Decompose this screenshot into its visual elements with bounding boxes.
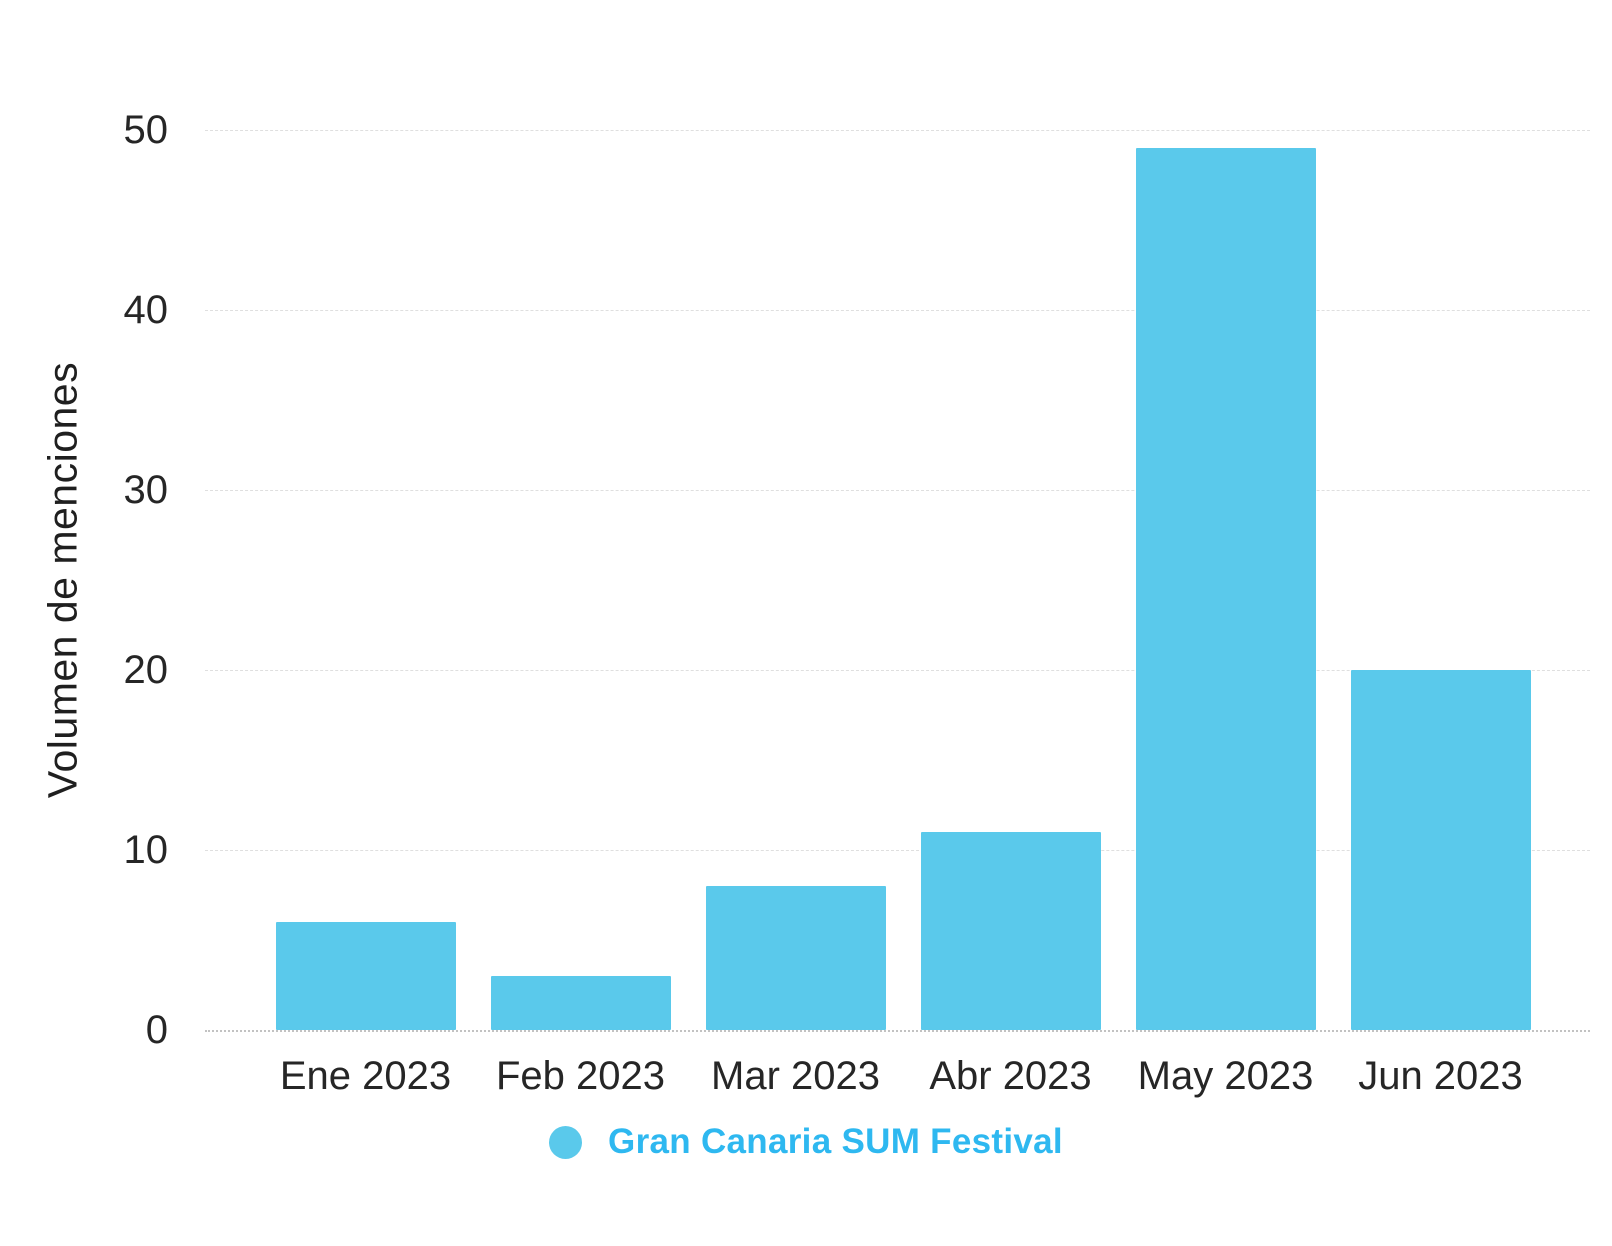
x-label-may-2023: May 2023 bbox=[1137, 1054, 1314, 1098]
bar-jun-2023[interactable] bbox=[1350, 670, 1531, 1030]
bar-slot-feb-2023 bbox=[473, 130, 688, 1030]
y-tick-20: 20 bbox=[123, 648, 169, 692]
y-tick-50: 50 bbox=[123, 108, 169, 152]
bar-slot-ene-2023 bbox=[258, 130, 473, 1030]
legend-label: Gran Canaria SUM Festival bbox=[608, 1122, 1063, 1161]
plot-area bbox=[205, 130, 1590, 1032]
y-tick-10: 10 bbox=[123, 828, 169, 872]
y-tick-30: 30 bbox=[123, 468, 169, 512]
gridline-0 bbox=[205, 1030, 1590, 1032]
y-tick-40: 40 bbox=[123, 288, 169, 332]
gridline-20 bbox=[205, 670, 1590, 671]
bar-feb-2023[interactable] bbox=[490, 976, 671, 1030]
y-tick-0: 0 bbox=[145, 1008, 168, 1052]
x-label-abr-2023: Abr 2023 bbox=[929, 1054, 1092, 1098]
y-axis-ticks: 0 10 20 30 40 50 bbox=[0, 0, 169, 1246]
bar-ene-2023[interactable] bbox=[275, 922, 456, 1030]
bar-may-2023[interactable] bbox=[1135, 148, 1316, 1030]
gridline-40 bbox=[205, 310, 1590, 311]
bar-mar-2023[interactable] bbox=[705, 886, 886, 1030]
bar-slot-may-2023 bbox=[1118, 130, 1333, 1030]
x-label-ene-2023: Ene 2023 bbox=[279, 1054, 452, 1098]
gridline-10 bbox=[205, 850, 1590, 851]
bar-abr-2023[interactable] bbox=[920, 832, 1101, 1030]
x-label-jun-2023: Jun 2023 bbox=[1358, 1054, 1523, 1098]
bar-slot-mar-2023 bbox=[688, 130, 903, 1030]
bar-slot-jun-2023 bbox=[1333, 130, 1548, 1030]
legend-dot-icon bbox=[549, 1125, 583, 1159]
x-label-mar-2023: Mar 2023 bbox=[711, 1054, 880, 1098]
legend-item[interactable]: Gran Canaria SUM Festival bbox=[549, 1122, 1063, 1162]
x-label-feb-2023: Feb 2023 bbox=[495, 1054, 666, 1098]
x-axis-labels: Ene 2023 Feb 2023 Mar 2023 Abr 2023 May 2023… bbox=[258, 1048, 1548, 1104]
gridline-50 bbox=[205, 130, 1590, 131]
bar-slot-abr-2023 bbox=[903, 130, 1118, 1030]
gridline-30 bbox=[205, 490, 1590, 491]
legend: Gran Canaria SUM Festival bbox=[0, 1122, 1612, 1162]
bars-container bbox=[258, 130, 1548, 1030]
